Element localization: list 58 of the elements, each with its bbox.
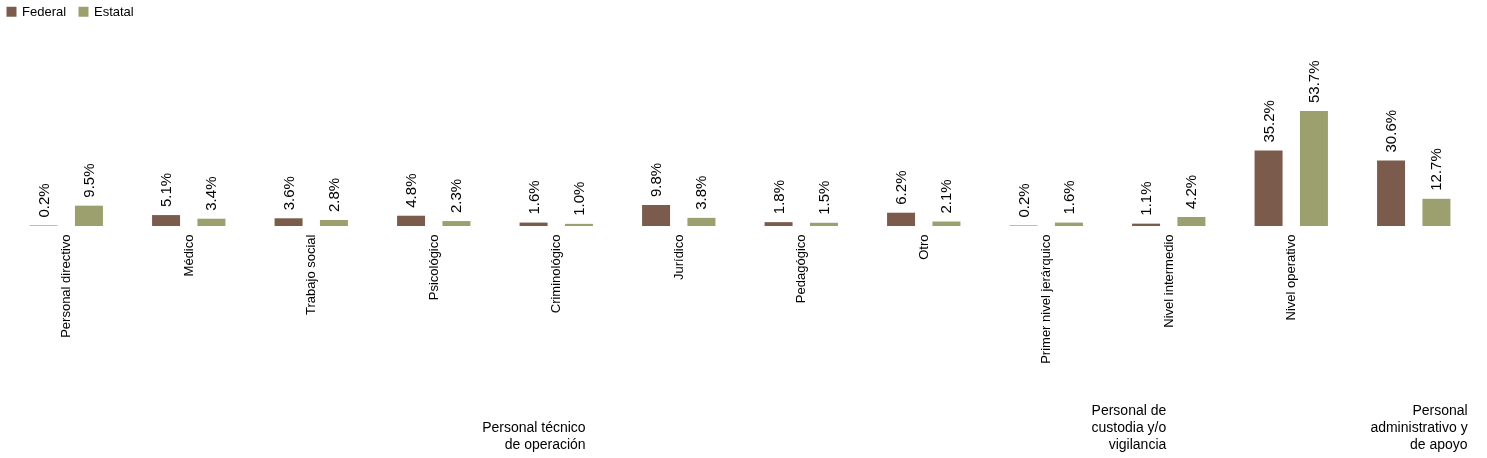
bar [809,222,838,226]
data-label: 3.8% [692,175,710,210]
data-label: 0.2% [34,183,52,218]
data-label: 53.7% [1304,60,1322,103]
bar [274,218,303,226]
data-label: 1.8% [769,179,787,215]
data-label: 4.8% [402,173,420,208]
text: Personal técnico de operación [482,419,586,452]
bar [442,221,471,226]
bar [74,205,103,226]
x-tick-label: Otro [915,234,931,260]
data-label: 5.1% [157,172,175,208]
data-label: 3.6% [279,176,297,211]
bar [1254,150,1283,226]
legend-label: Federal [22,3,67,19]
x-tick-label: Trabajo social [303,234,319,315]
data-label: 1.1% [1137,181,1155,216]
data-label: 1.5% [814,180,832,215]
bar [152,215,181,226]
bar [1422,198,1451,226]
bar [564,223,593,226]
x-tick-label: Nivel operativo [1283,234,1299,321]
data-label: 3.4% [202,176,220,211]
x-tick-label: Médico [180,234,196,277]
data-label: 4.2% [1182,174,1200,210]
data-label: 0.2% [1014,183,1032,218]
data-label: 9.5% [79,163,97,198]
bar [642,205,671,226]
bar [887,212,916,226]
bar [319,220,348,226]
data-label: 30.6% [1382,109,1400,153]
bar [397,215,426,226]
data-label: 6.2% [892,170,910,205]
x-tick-label: Primer nivel jerárquico [1038,234,1054,364]
bar [1177,217,1206,226]
bar [687,217,716,226]
bar [1299,111,1328,226]
x-tick-label: Psicológico [425,234,441,301]
legend-label: Estatal [94,3,134,19]
bar [1377,160,1406,226]
data-label: 2.3% [447,178,465,214]
data-label: 1.6% [524,180,542,215]
x-tick-label: Pedagógico [793,234,809,304]
bar [197,218,226,226]
data-label: 1.6% [1059,180,1077,215]
x-tick-label: Criminológico [548,234,564,314]
data-label: 2.8% [324,177,342,212]
data-label: 9.8% [647,162,665,198]
data-label: 35.2% [1259,100,1277,143]
text: Personal administrativo y de apoyo [1370,402,1468,452]
x-tick-label: Jurídico [670,234,686,281]
x-tick-label: Nivel intermedio [1160,234,1176,328]
text: Personal de custodia y/o vigilancia [1091,402,1167,452]
data-label: 12.7% [1427,148,1445,191]
data-label: 2.1% [937,179,955,214]
bar [764,222,793,226]
x-tick-label: Personal directivo [58,234,74,338]
data-label: 1.0% [569,181,587,216]
